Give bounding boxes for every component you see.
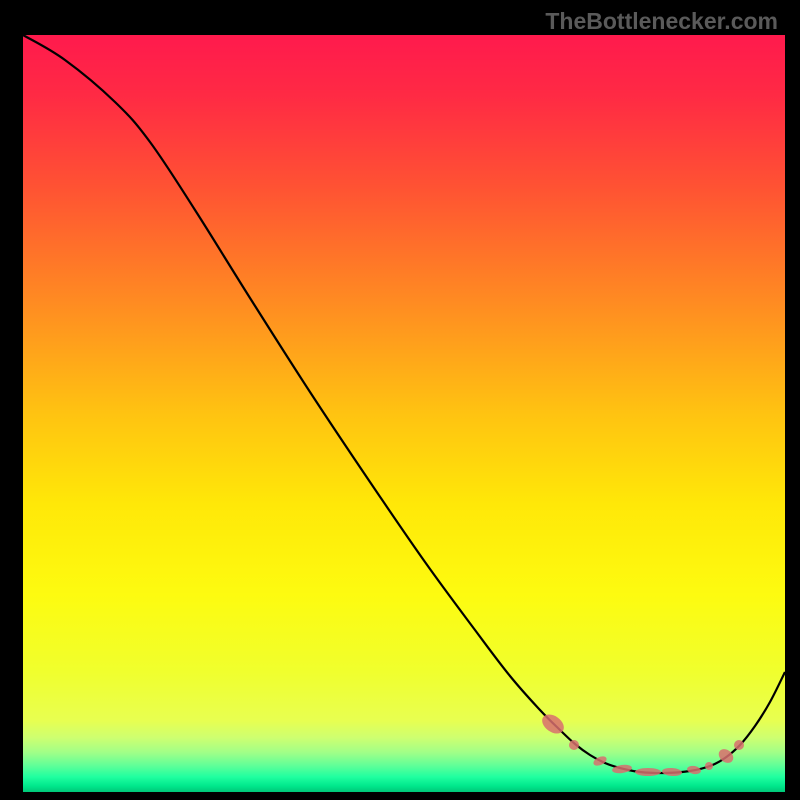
chart-svg <box>0 0 800 800</box>
frame-border <box>0 0 23 800</box>
scatter-point <box>635 768 661 776</box>
watermark-text: TheBottlenecker.com <box>545 8 778 35</box>
scatter-point <box>734 740 744 750</box>
plot-background <box>23 35 785 792</box>
scatter-point <box>569 740 579 750</box>
scatter-point <box>705 762 713 770</box>
frame-border <box>785 0 800 800</box>
frame-border <box>0 792 800 800</box>
